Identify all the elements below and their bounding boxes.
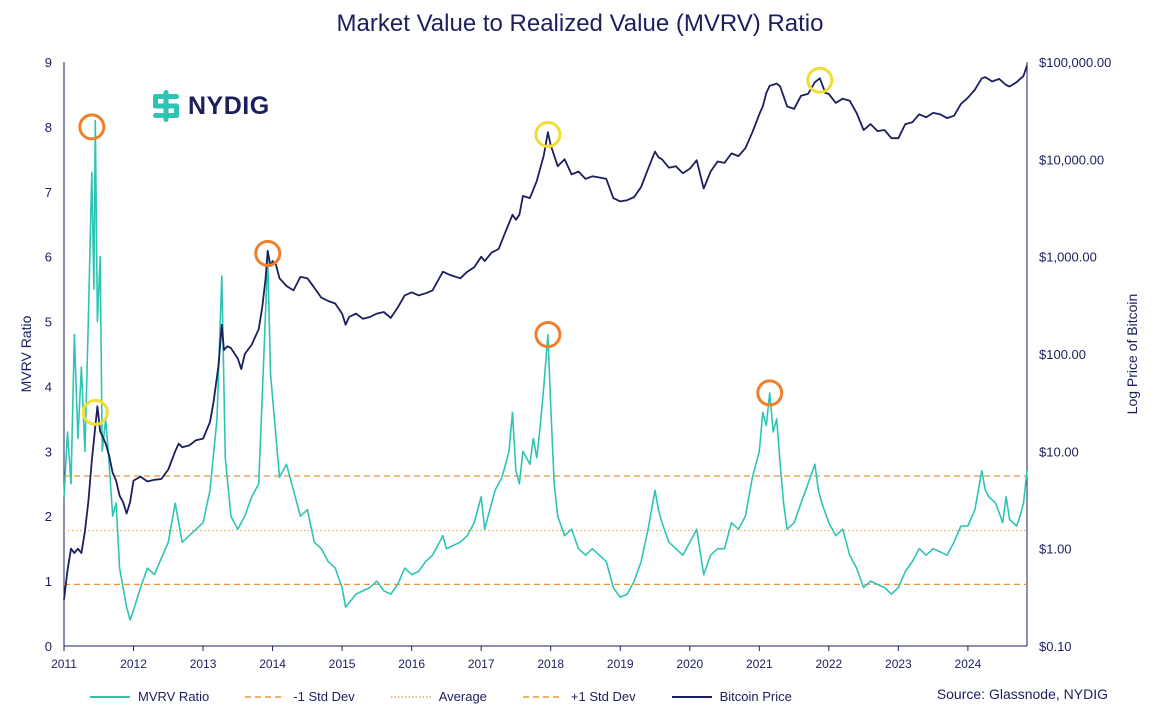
legend-plus-std-label: +1 Std Dev bbox=[570, 689, 636, 704]
y-left-tick-label: 5 bbox=[45, 315, 52, 330]
x-tick-label: 2024 bbox=[955, 657, 982, 671]
y-left-tick-label: 1 bbox=[45, 574, 52, 589]
highlight-circle bbox=[78, 113, 106, 141]
y-left-axis-title: MVRV Ratio bbox=[18, 315, 34, 392]
y-left-tick-label: 7 bbox=[45, 185, 52, 200]
x-tick-label: 2016 bbox=[398, 657, 425, 671]
y-left-tick-label: 9 bbox=[45, 55, 52, 70]
legend-price-label: Bitcoin Price bbox=[719, 689, 792, 704]
legend-mvrv-swatch bbox=[90, 695, 130, 698]
nydig-logo: NYDIG bbox=[150, 90, 270, 122]
y-left-tick-label: 8 bbox=[45, 120, 52, 135]
y-left-tick-label: 4 bbox=[45, 379, 52, 394]
y-left-tick-label: 0 bbox=[45, 639, 52, 654]
x-tick-label: 2021 bbox=[746, 657, 773, 671]
nydig-logo-icon bbox=[153, 90, 179, 122]
x-tick-label: 2022 bbox=[815, 657, 842, 671]
bitcoin-price-line bbox=[63, 65, 1028, 600]
legend-average: Average bbox=[390, 689, 487, 704]
legend-mvrv: MVRV Ratio bbox=[90, 689, 209, 704]
mvrv-ratio-line bbox=[63, 119, 1028, 621]
highlight-circle bbox=[534, 120, 562, 148]
legend-minus-std-swatch bbox=[245, 695, 286, 698]
highlight-circle bbox=[756, 379, 784, 407]
y-right-tick-label: $100.00 bbox=[1039, 347, 1086, 362]
legend-price-swatch bbox=[671, 695, 712, 698]
logo-text: NYDIG bbox=[188, 91, 270, 120]
highlight-circle bbox=[254, 239, 282, 267]
x-tick-label: 2014 bbox=[259, 657, 286, 671]
legend-price: Bitcoin Price bbox=[671, 689, 792, 704]
y-left-tick-label: 6 bbox=[45, 250, 52, 265]
legend-average-label: Average bbox=[438, 689, 487, 704]
x-tick-label: 2020 bbox=[676, 657, 703, 671]
x-tick-label: 2013 bbox=[190, 657, 217, 671]
highlight-circle bbox=[81, 398, 109, 426]
y-left-tick-label: 2 bbox=[45, 509, 52, 524]
x-tick-label: 2019 bbox=[607, 657, 634, 671]
y-right-tick-label: $10,000.00 bbox=[1039, 152, 1104, 167]
source-note: Source: Glassnode, NYDIG bbox=[936, 686, 1108, 702]
legend-mvrv-label: MVRV Ratio bbox=[138, 689, 210, 704]
legend-minus-std: -1 Std Dev bbox=[245, 689, 355, 704]
legend-minus-std-label: -1 Std Dev bbox=[293, 689, 355, 704]
legend: MVRV Ratio -1 Std Dev Average +1 Std Dev… bbox=[90, 689, 828, 704]
x-tick-label: 2018 bbox=[537, 657, 564, 671]
x-tick-label: 2012 bbox=[120, 657, 147, 671]
y-right-tick-label: $1,000.00 bbox=[1039, 250, 1097, 265]
x-tick-label: 2015 bbox=[329, 657, 356, 671]
y-right-tick-label: $100,000.00 bbox=[1039, 55, 1111, 70]
legend-plus-std: +1 Std Dev bbox=[522, 689, 636, 704]
x-tick-label: 2017 bbox=[468, 657, 495, 671]
y-right-tick-label: $10.00 bbox=[1039, 444, 1079, 459]
y-right-axis-title: Log Price of Bitcoin bbox=[1124, 294, 1140, 415]
highlight-circle bbox=[806, 66, 834, 94]
y-right-tick-label: $0.10 bbox=[1039, 639, 1072, 654]
legend-plus-std-swatch bbox=[522, 695, 563, 698]
x-tick-label: 2011 bbox=[51, 657, 77, 671]
y-right-tick-label: $1.00 bbox=[1039, 542, 1072, 557]
highlight-circle bbox=[534, 321, 562, 349]
legend-average-swatch bbox=[390, 695, 431, 698]
x-tick-label: 2023 bbox=[885, 657, 912, 671]
y-left-tick-label: 3 bbox=[45, 444, 52, 459]
chart-title: Market Value to Realized Value (MVRV) Ra… bbox=[336, 10, 824, 37]
